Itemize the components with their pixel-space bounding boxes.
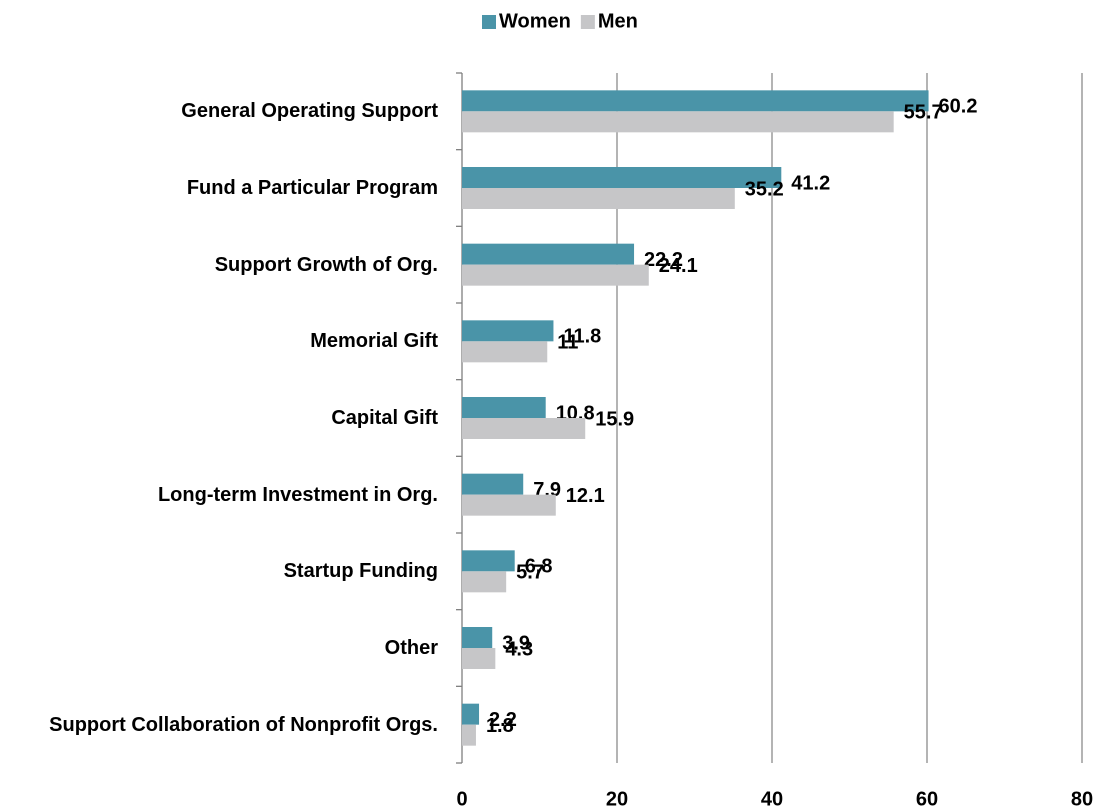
bar: [462, 264, 649, 286]
data-label: 60.2: [939, 96, 978, 118]
bar: [462, 341, 548, 363]
data-label: 1.8: [486, 715, 514, 737]
data-label: 35.2: [745, 178, 784, 200]
data-label: 2.2: [489, 709, 517, 731]
data-label: 6.8: [525, 556, 553, 578]
bar: [462, 648, 496, 669]
bar: [462, 473, 524, 495]
data-label: 3.9: [502, 632, 530, 654]
bar: [462, 243, 635, 265]
data-label: 5.7: [516, 562, 544, 584]
y-tick-label: Memorial Gift: [310, 330, 438, 353]
data-label: 11.8: [563, 326, 601, 348]
data-label: 4.3: [505, 638, 533, 660]
bar: [462, 571, 507, 593]
data-label: 24.1: [659, 255, 698, 277]
y-tick-label: Long-term Investment in Org.: [157, 483, 438, 506]
x-tick-label: 60: [916, 788, 938, 810]
bar: [462, 111, 894, 133]
bar: [462, 724, 476, 746]
data-label: 12.1: [566, 485, 605, 507]
bar: [462, 90, 929, 112]
x-tick-label: 20: [606, 788, 628, 810]
data-label: 15.9: [595, 408, 634, 430]
y-tick-label: Support Collaboration of Nonprofit Orgs.: [49, 713, 438, 736]
bar: [462, 188, 735, 209]
bar: [462, 418, 586, 439]
bar: [462, 397, 546, 418]
y-tick-label: Other: [384, 637, 438, 659]
data-label: 55.7: [904, 102, 943, 124]
y-tick-label: Support Growth of Org.: [214, 253, 438, 276]
bar: [462, 703, 480, 725]
bar: [462, 627, 493, 648]
bar: [462, 550, 515, 572]
bar: [462, 494, 556, 516]
legend-label: Men: [598, 10, 638, 32]
y-tick-label: Startup Funding: [283, 560, 438, 583]
bar: [462, 320, 554, 342]
bar: [462, 167, 782, 188]
y-tick-label: General Operating Support: [181, 100, 438, 123]
y-tick-label: Fund a Particular Program: [186, 177, 438, 199]
data-label: 41.2: [791, 172, 830, 194]
data-label: 22.2: [644, 249, 683, 271]
data-label: 11: [557, 332, 578, 354]
x-tick-label: 40: [761, 788, 783, 810]
legend-label: Women: [499, 10, 571, 32]
x-tick-label: 0: [456, 788, 467, 810]
x-tick-label: 80: [1071, 788, 1093, 810]
y-tick-label: Capital Gift: [331, 407, 438, 429]
legend-swatch: [482, 15, 496, 29]
legend-swatch: [580, 15, 595, 29]
